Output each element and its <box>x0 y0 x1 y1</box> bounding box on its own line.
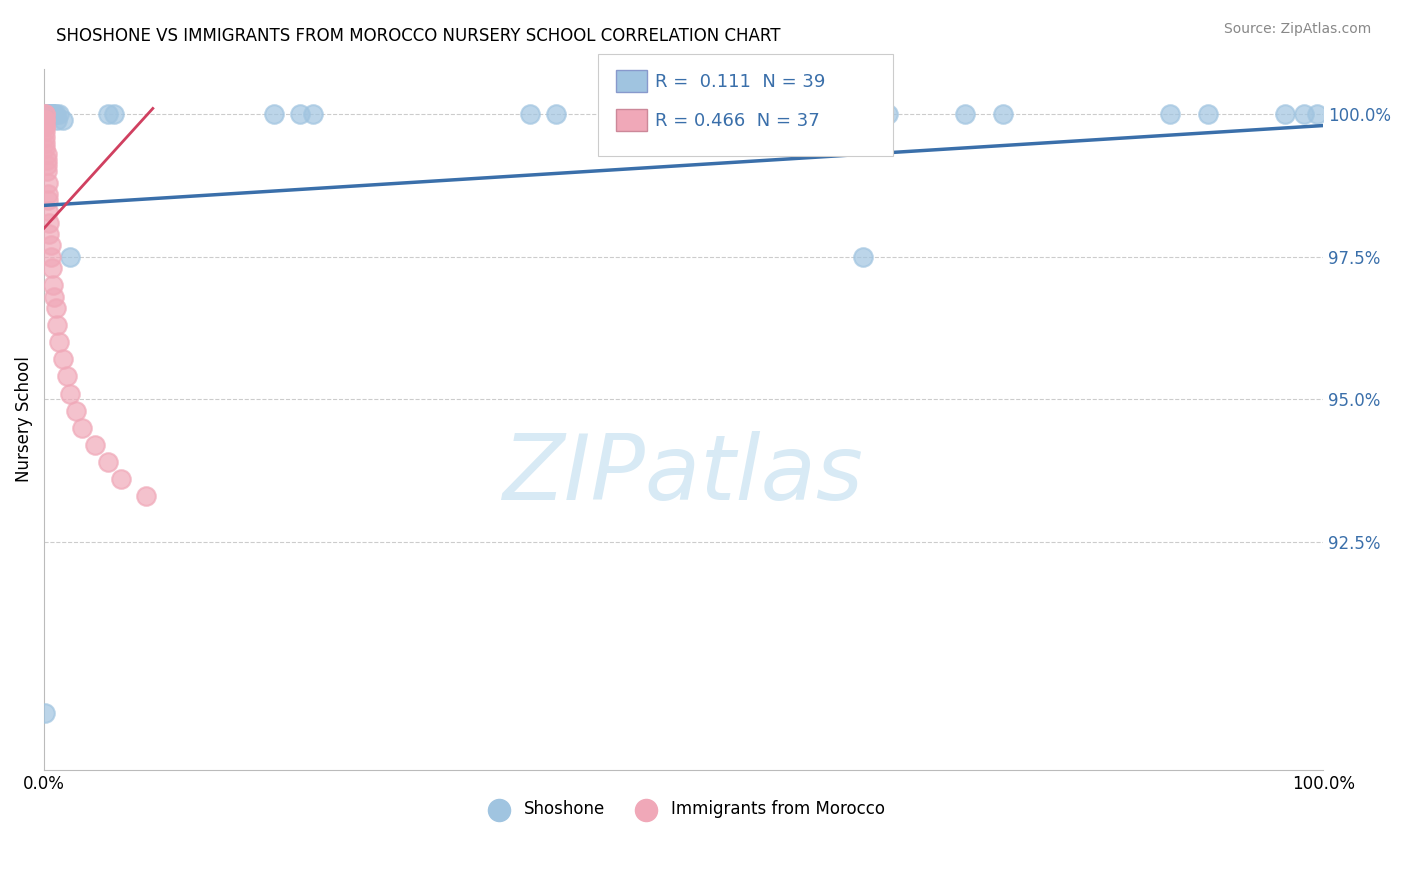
Point <box>38 107 60 121</box>
Point <box>41 107 63 121</box>
Point <box>34 107 56 121</box>
Point <box>48 107 70 121</box>
Point <box>37 107 59 121</box>
Point <box>37 186 59 201</box>
Point <box>35 107 58 121</box>
Text: R = 0.466  N = 37: R = 0.466 N = 37 <box>655 112 820 129</box>
Point <box>34 706 56 720</box>
Point <box>45 107 67 121</box>
Point <box>97 107 120 121</box>
Point <box>35 153 58 167</box>
Point <box>52 352 75 367</box>
Point <box>1274 107 1296 121</box>
Point <box>34 130 56 145</box>
Text: Source: ZipAtlas.com: Source: ZipAtlas.com <box>1223 22 1371 37</box>
Point <box>45 318 67 333</box>
Point <box>34 119 56 133</box>
Point <box>41 261 63 276</box>
Point <box>34 112 56 127</box>
Point <box>1159 107 1181 121</box>
Point <box>37 107 59 121</box>
Point <box>34 112 56 127</box>
Point <box>39 250 62 264</box>
Point <box>44 107 66 121</box>
Point <box>41 107 63 121</box>
Point <box>72 421 94 435</box>
Point <box>301 107 323 121</box>
Point <box>34 141 56 155</box>
Point <box>39 238 62 252</box>
Point <box>35 159 58 173</box>
Point <box>877 107 900 121</box>
Point <box>42 107 65 121</box>
Point <box>993 107 1015 121</box>
Text: SHOSHONE VS IMMIGRANTS FROM MOROCCO NURSERY SCHOOL CORRELATION CHART: SHOSHONE VS IMMIGRANTS FROM MOROCCO NURS… <box>56 27 780 45</box>
Point <box>44 290 66 304</box>
Point <box>34 136 56 150</box>
Point <box>852 250 875 264</box>
Point <box>34 107 56 121</box>
Point <box>39 107 62 121</box>
Point <box>263 107 285 121</box>
Legend: Shoshone, Immigrants from Morocco: Shoshone, Immigrants from Morocco <box>475 794 891 825</box>
Point <box>34 107 56 121</box>
Point <box>42 278 65 293</box>
Point <box>48 335 70 350</box>
Point <box>97 455 120 469</box>
Point <box>39 107 62 121</box>
Point <box>519 107 541 121</box>
Point <box>37 176 59 190</box>
Point <box>52 112 75 127</box>
Text: R =  0.111  N = 39: R = 0.111 N = 39 <box>655 73 825 91</box>
Point <box>110 472 132 486</box>
Point <box>35 164 58 178</box>
Point <box>38 227 60 241</box>
Point <box>37 204 59 219</box>
Point <box>37 193 59 207</box>
Point <box>38 107 60 121</box>
Point <box>38 107 60 121</box>
Point <box>84 438 107 452</box>
Point <box>38 215 60 229</box>
Point <box>1292 107 1315 121</box>
Point <box>45 112 67 127</box>
Point <box>34 119 56 133</box>
Point <box>1306 107 1329 121</box>
Point <box>953 107 976 121</box>
Point <box>1197 107 1219 121</box>
Point <box>288 107 311 121</box>
Point <box>59 250 82 264</box>
Y-axis label: Nursery School: Nursery School <box>15 356 32 483</box>
Point <box>56 369 79 384</box>
Point <box>135 489 157 503</box>
Point <box>35 147 58 161</box>
Point <box>59 386 82 401</box>
Point <box>37 107 59 121</box>
Point <box>34 124 56 138</box>
Point <box>65 403 87 417</box>
Point <box>35 107 58 121</box>
Text: ZIPatlas: ZIPatlas <box>503 432 865 519</box>
Point <box>39 107 62 121</box>
Point <box>103 107 125 121</box>
Point <box>37 107 59 121</box>
Point <box>544 107 567 121</box>
Point <box>45 301 67 315</box>
